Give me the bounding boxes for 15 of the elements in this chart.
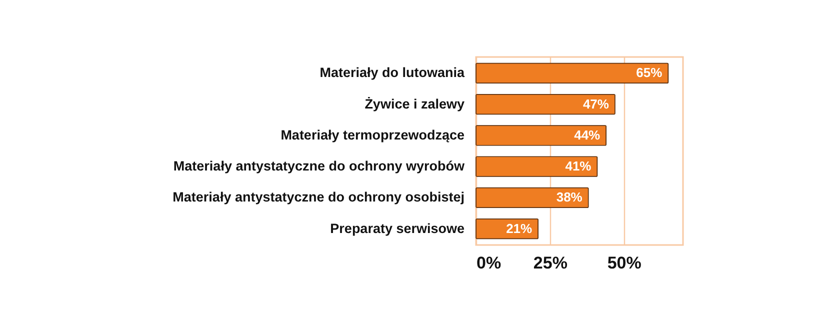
y-tick-label: Materiały termoprzewodzące	[280, 127, 465, 142]
data-label: 38%	[556, 190, 583, 205]
y-tick-label: Materiały antystatyczne do ochrony osobistej	[172, 190, 464, 205]
x-tick-label: 0%	[476, 254, 502, 272]
x-tick-label: 50%	[607, 254, 642, 272]
data-label: 44%	[574, 127, 601, 142]
x-tick-label: 25%	[533, 254, 568, 272]
data-label: 21%	[506, 220, 533, 236]
y-tick-label: Materiały do lutowania	[320, 65, 465, 80]
y-tick-label: Preparaty serwisowe	[330, 220, 465, 236]
y-tick-label: Materiały antystatyczne do ochrony wyrobów	[173, 158, 465, 174]
y-tick-label: Żywice i zalewy	[364, 96, 465, 112]
data-label: 65%	[636, 65, 663, 80]
data-label: 47%	[582, 96, 610, 112]
data-label: 41%	[565, 158, 592, 174]
